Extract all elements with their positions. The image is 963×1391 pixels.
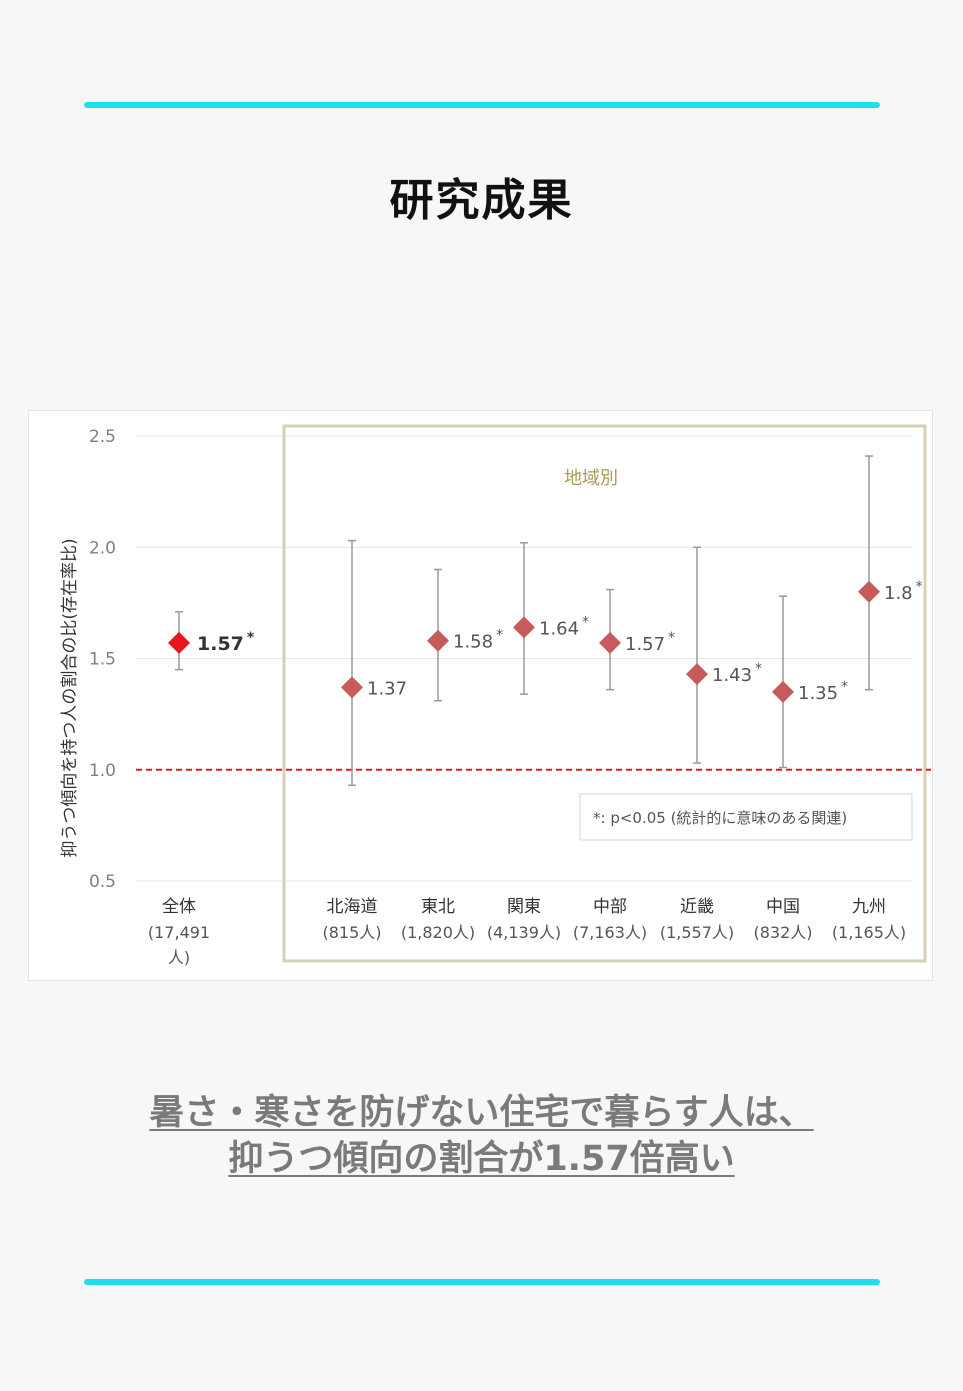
category-label-5: 近畿 bbox=[680, 897, 714, 917]
y-axis-label: 抑うつ傾向を持つ人の割合の比(存在率比) bbox=[60, 538, 80, 857]
point-4-value-label: 1.57 bbox=[625, 634, 665, 655]
point-6-sig-mark: * bbox=[841, 679, 848, 695]
summary-caption-line-1: 暑さ・寒さを防げない住宅で暮らす人は、 bbox=[149, 1093, 814, 1133]
point-3-sig-mark: * bbox=[582, 614, 589, 630]
summary-caption-line-2: 抑うつ傾向の割合が1.57倍高い bbox=[228, 1139, 735, 1179]
point-7-marker bbox=[858, 580, 880, 603]
category-label-7: 九州 bbox=[852, 897, 886, 917]
point-2-value-label: 1.58 bbox=[453, 632, 493, 653]
significance-legend: *: p<0.05 (統計的に意味のある関連) bbox=[579, 793, 913, 841]
y-tick-label-2.5: 2.5 bbox=[89, 427, 116, 447]
point-5-sig-mark: * bbox=[755, 661, 762, 677]
category-label-3: 関東 bbox=[507, 897, 541, 917]
category-label-1: 北海道 bbox=[327, 897, 378, 917]
point-3-marker bbox=[513, 616, 535, 639]
significance-legend-text: *: p<0.05 (統計的に意味のある関連) bbox=[593, 809, 847, 827]
category-label-0: 全体 bbox=[162, 897, 196, 917]
category-label-2: 東北 bbox=[421, 897, 455, 917]
category-count-5: (1,557人) bbox=[660, 923, 734, 942]
point-3-value-label: 1.64 bbox=[539, 618, 579, 639]
prevalence-ratio-chart: 地域別 *: p<0.05 (統計的に意味のある関連) 抑うつ傾向を持つ人の割合… bbox=[60, 424, 931, 967]
point-0-sig-mark: * bbox=[247, 630, 255, 646]
page-title: 研究成果 bbox=[389, 175, 574, 226]
category-label-6: 中国 bbox=[766, 897, 800, 917]
category-count-3: (4,139人) bbox=[487, 923, 561, 942]
point-5-value-label: 1.43 bbox=[712, 665, 752, 686]
y-tick-label-2.0: 2.0 bbox=[89, 538, 116, 558]
category-count-2: (1,820人) bbox=[401, 923, 475, 942]
y-tick-label-1.0: 1.0 bbox=[89, 761, 116, 781]
point-5-marker bbox=[686, 663, 708, 686]
point-0-marker bbox=[168, 631, 190, 654]
top-accent-line bbox=[84, 102, 880, 108]
point-6-value-label: 1.35 bbox=[798, 683, 838, 704]
category-count-7: (1,165人) bbox=[832, 923, 906, 942]
summary-caption: 暑さ・寒さを防げない住宅で暮らす人は、 抑うつ傾向の割合が1.57倍高い bbox=[0, 1090, 963, 1182]
point-2-marker bbox=[427, 629, 449, 652]
category-count-6: (832人) bbox=[753, 923, 812, 942]
category-count-4: (7,163人) bbox=[573, 923, 647, 942]
point-4-sig-mark: * bbox=[668, 630, 675, 646]
chart-panel: 地域別 *: p<0.05 (統計的に意味のある関連) 抑うつ傾向を持つ人の割合… bbox=[28, 410, 933, 981]
point-2-sig-mark: * bbox=[496, 628, 503, 644]
point-7-value-label: 1.8 bbox=[884, 583, 913, 604]
region-group-label: 地域別 bbox=[564, 468, 618, 489]
y-tick-label-0.5: 0.5 bbox=[89, 872, 116, 892]
point-0-value-label: 1.57 bbox=[197, 633, 244, 655]
category-count-1: (815人) bbox=[322, 923, 381, 942]
region-group-box bbox=[282, 424, 927, 963]
y-tick-label-1.5: 1.5 bbox=[89, 650, 116, 670]
category-count-0: (17,491 bbox=[148, 923, 210, 942]
bottom-accent-line bbox=[84, 1279, 880, 1285]
point-7-sig-mark: * bbox=[916, 579, 923, 595]
category-label-4: 中部 bbox=[593, 897, 627, 917]
category-count2-0: 人) bbox=[168, 948, 190, 967]
point-1-marker bbox=[341, 676, 363, 699]
point-4-marker bbox=[599, 631, 621, 654]
point-6-marker bbox=[772, 680, 794, 703]
point-1-value-label: 1.37 bbox=[367, 678, 407, 699]
